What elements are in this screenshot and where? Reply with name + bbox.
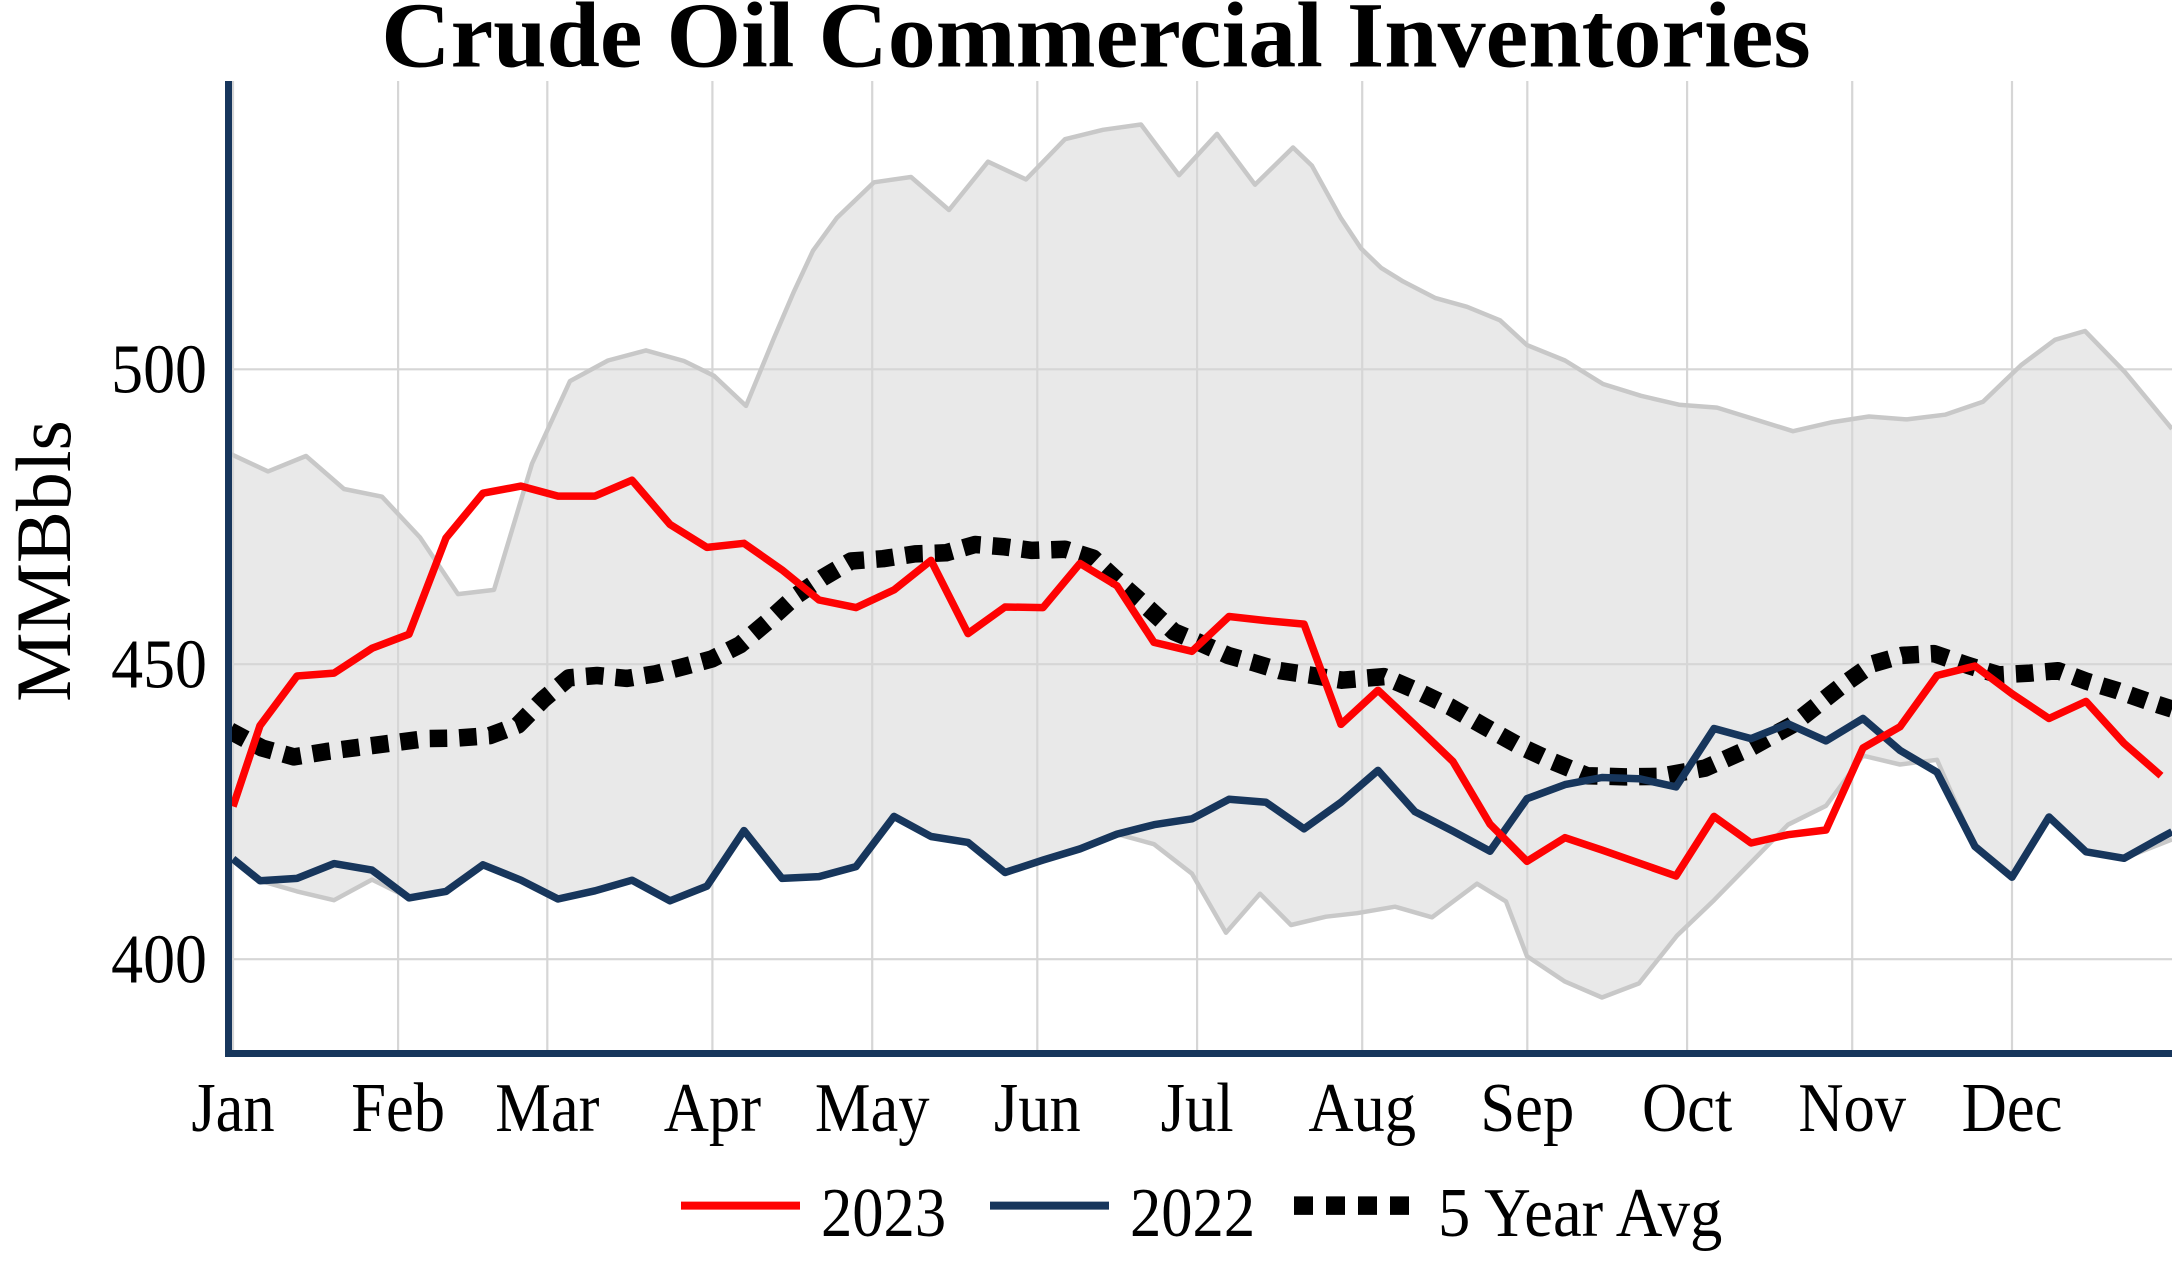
svg-text:Apr: Apr	[664, 1070, 761, 1147]
svg-text:500: 500	[111, 332, 207, 408]
svg-text:Jun: Jun	[994, 1070, 1081, 1147]
svg-text:5 Year Avg: 5 Year Avg	[1438, 1174, 1722, 1252]
svg-text:Crude Oil Commercial Inventori: Crude Oil Commercial Inventories	[381, 0, 1810, 87]
svg-text:Dec: Dec	[1962, 1070, 2063, 1147]
svg-text:Jan: Jan	[191, 1070, 274, 1147]
svg-text:Jul: Jul	[1161, 1070, 1234, 1147]
svg-text:Aug: Aug	[1308, 1070, 1416, 1147]
svg-text:MMBbls: MMBbls	[0, 420, 87, 702]
svg-text:2023: 2023	[821, 1175, 946, 1252]
svg-text:Sep: Sep	[1480, 1070, 1574, 1147]
svg-text:2022: 2022	[1130, 1175, 1255, 1252]
svg-text:May: May	[815, 1070, 930, 1147]
svg-text:Feb: Feb	[351, 1070, 445, 1147]
svg-text:400: 400	[111, 922, 207, 998]
svg-text:450: 450	[111, 627, 207, 703]
svg-text:Nov: Nov	[1798, 1070, 1907, 1147]
svg-text:Mar: Mar	[495, 1070, 599, 1147]
svg-text:Oct: Oct	[1642, 1070, 1732, 1147]
